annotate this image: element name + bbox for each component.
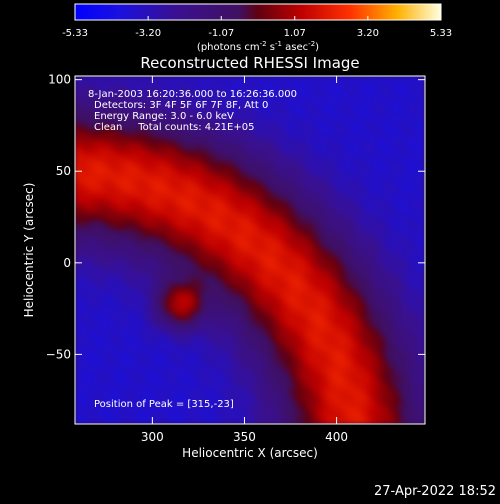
colorbar-tick-label: -3.20 [135,28,161,39]
y-axis-label: Heliocentric Y (arcsec) [22,183,36,318]
x-tick-label: 350 [233,430,256,444]
heatmap-plot [75,76,425,424]
colorbar-gradient [74,3,442,21]
colorbar-units: (photons cm-2 s-1 asec-2) [197,40,319,53]
annotation-time: 8-Jan-2003 16:20:36.000 to 16:26:36.000 [88,89,297,100]
colorbar-tick-label: 1.07 [284,28,306,39]
colorbar-tick-label: -5.33 [62,28,88,39]
chart-title: Reconstructed RHESSI Image [140,54,359,72]
colorbar: -5.33 -3.20 -1.07 1.07 3.20 5.33 (photons cm-… [62,3,452,53]
y-tick-label: 50 [56,164,71,178]
x-axis-label: Heliocentric X (arcsec) [182,446,318,460]
colorbar-tick-label: 5.33 [430,28,452,39]
plot-frame [74,75,426,425]
colorbar-tick-label: -1.07 [208,28,234,39]
heatmap-image [75,76,425,424]
x-tick-label: 300 [141,430,164,444]
peak-position-label: Position of Peak = [315,-23] [94,399,234,410]
y-tick-label: 0 [63,256,71,270]
footer-timestamp: 27-Apr-2022 18:52 [374,484,496,499]
annotation-energy: Energy Range: 3.0 - 6.0 keV [94,111,234,122]
y-tick-label: −50 [46,347,71,361]
x-tick-label: 400 [325,430,348,444]
colorbar-ticks: -5.33 -3.20 -1.07 1.07 3.20 5.33 [62,16,452,39]
annotations: 8-Jan-2003 16:20:36.000 to 16:26:36.000 … [88,89,297,410]
colorbar-tick-label: 3.20 [357,28,379,39]
y-tick-label: 100 [48,73,71,87]
axes: 300 350 400 100 50 0 −50 [46,73,425,444]
annotation-detectors: Detectors: 3F 4F 5F 6F 7F 8F, Att 0 [94,100,268,111]
annotation-counts: Clean Total counts: 4.21E+05 [94,122,254,133]
